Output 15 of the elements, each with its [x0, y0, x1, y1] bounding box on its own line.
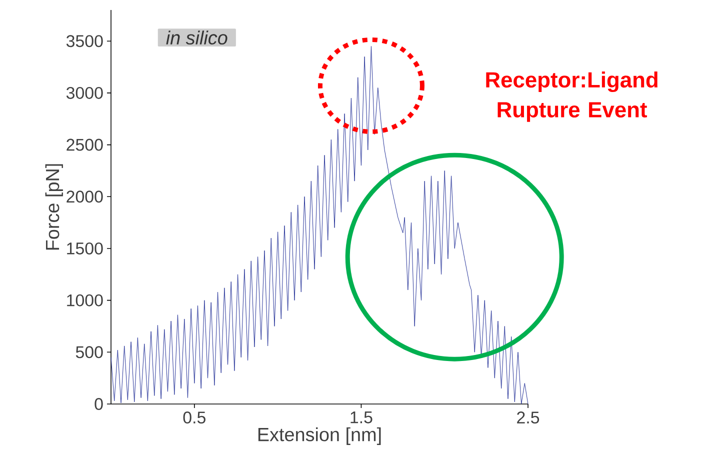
y-axis-title: Force [pN]	[45, 164, 63, 250]
y-tick-label: 1000	[67, 294, 103, 306]
x-tick-label: 2.5	[517, 412, 540, 424]
y-tick-label: 500	[76, 346, 103, 358]
y-tick-label: 0	[94, 398, 103, 410]
y-tick-label: 1500	[67, 242, 103, 254]
x-tick-label: 1.5	[350, 412, 372, 424]
y-tick-label: 3500	[66, 35, 103, 48]
x-axis-title: Extension [nm]	[258, 427, 381, 445]
y-tick-label: 3000	[66, 86, 103, 99]
annotation: in silico	[166, 30, 228, 45]
x-tick-label: 0.5	[183, 412, 206, 424]
annotation: Receptor:Ligand Rupture Event	[486, 72, 658, 122]
y-tick-label: 2000	[66, 190, 103, 203]
y-tick-label: 2500	[66, 138, 103, 151]
